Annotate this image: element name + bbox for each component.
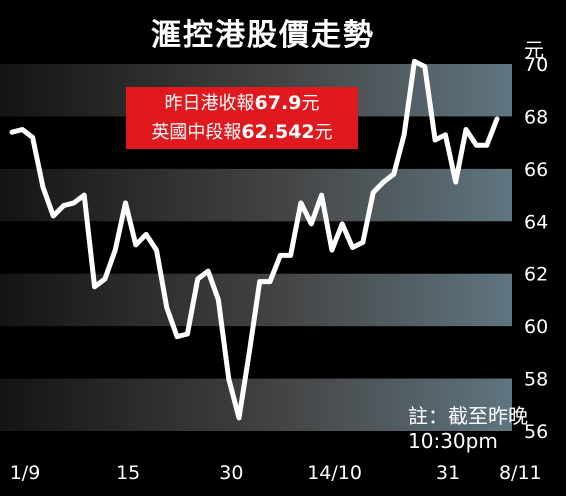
uk-mid-value: 62.542: [241, 121, 315, 143]
grid-band: [0, 378, 512, 431]
x-tick-label: 31: [436, 462, 460, 484]
price-series: [9, 58, 500, 421]
y-tick-label: 62: [524, 264, 548, 286]
x-tick-label: 8/11: [499, 462, 542, 484]
y-tick-label: 56: [524, 421, 548, 443]
price-line: [9, 58, 500, 421]
y-tick-label: 60: [524, 316, 548, 338]
y-tick-label: 58: [524, 369, 548, 391]
y-tick-label: 70: [524, 54, 548, 76]
x-tick-label: 15: [116, 462, 140, 484]
price-callout: 昨日港收報67.9元 英國中段報62.542元: [126, 87, 358, 149]
x-tick-label: 14/10: [307, 462, 362, 484]
hk-close-line: 昨日港收報67.9元: [126, 89, 358, 118]
chart-title: 滙控港股價走勢: [151, 18, 375, 53]
hk-close-value: 67.9: [254, 92, 302, 114]
y-axis-ticks: 56 58 60 62 64 66 68 70: [524, 54, 548, 443]
x-tick-label: 1/9: [10, 462, 41, 484]
uk-mid-prefix: 英國中段報: [151, 122, 242, 143]
y-tick-label: 68: [524, 106, 548, 128]
uk-mid-line: 英國中段報62.542元: [126, 118, 358, 147]
y-axis-unit: 元: [524, 38, 544, 62]
y-tick-label: 64: [524, 211, 548, 233]
hk-close-suffix: 元: [301, 93, 320, 114]
x-axis-ticks: 1/9 15 30 14/10 31 8/11: [10, 462, 542, 484]
chart-note: 註：截至昨晚10:30pm: [408, 404, 528, 453]
y-tick-label: 66: [524, 159, 548, 181]
grid-band: [0, 168, 512, 222]
x-tick-label: 30: [219, 462, 243, 484]
uk-mid-suffix: 元: [314, 122, 333, 143]
hk-close-prefix: 昨日港收報: [164, 93, 255, 114]
